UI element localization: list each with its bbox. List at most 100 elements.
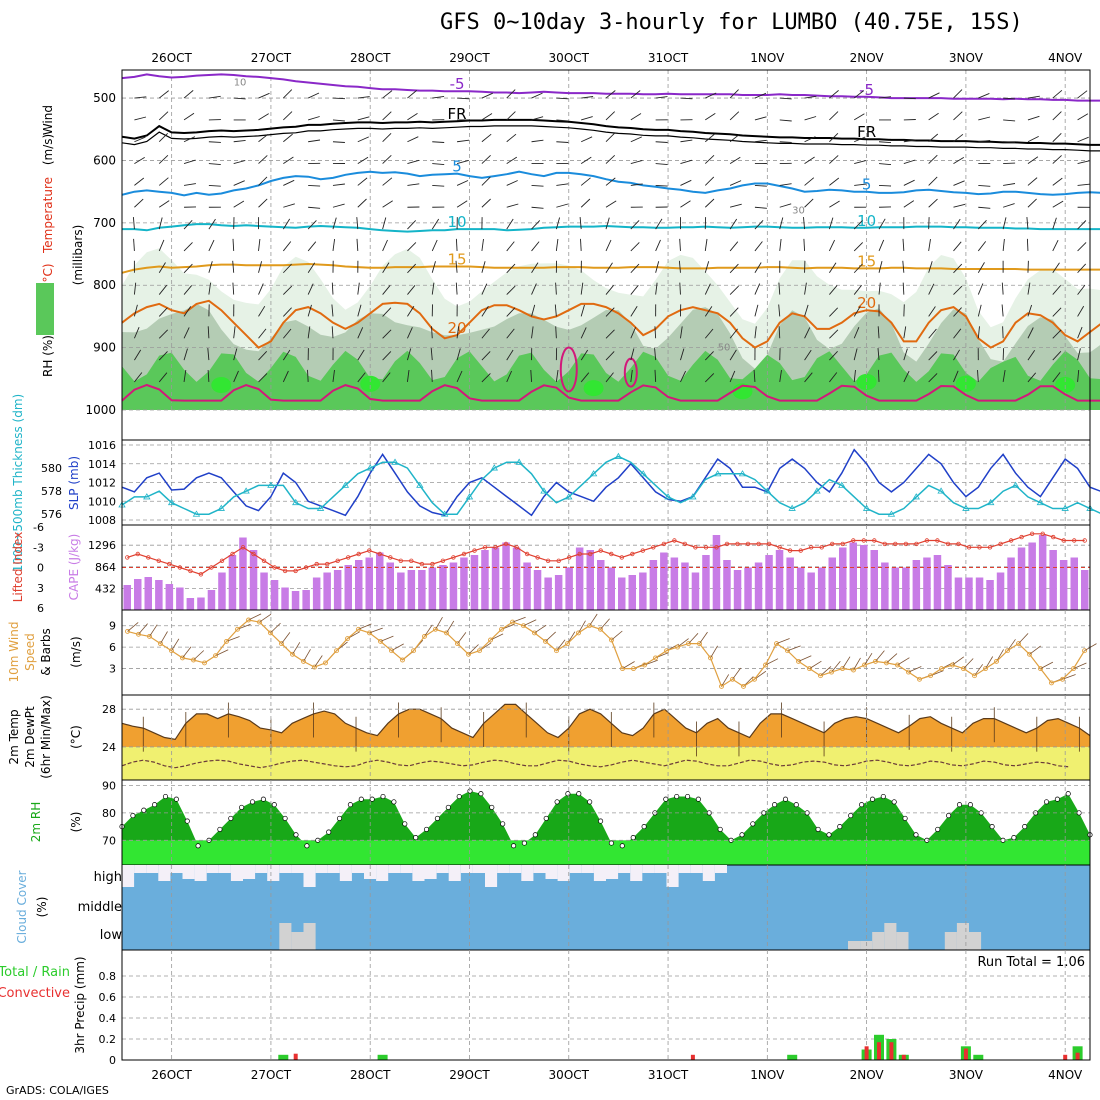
cape-bar <box>618 577 626 610</box>
cloud-low-bar <box>872 932 885 950</box>
isotherm-label2-15: 15 <box>857 252 876 270</box>
wind-barb <box>928 306 936 317</box>
wind-barb <box>481 238 484 251</box>
wind-barb <box>729 307 739 317</box>
wind-barb <box>555 326 557 339</box>
rh-shade-bright-0 <box>211 377 232 394</box>
wind-barb <box>580 136 593 143</box>
wind-barb <box>1001 282 1004 295</box>
wind-barb <box>903 348 908 361</box>
li-point <box>251 551 256 557</box>
wind-barb <box>158 351 168 361</box>
wind-barb <box>233 139 246 143</box>
wind-barb <box>456 159 469 165</box>
cape-bar <box>1081 570 1089 610</box>
cloud-high-bar <box>327 865 340 873</box>
precip-conv-bar <box>877 1042 881 1060</box>
wind-barb <box>754 92 767 99</box>
wind-barb <box>382 111 392 121</box>
thickness-point <box>192 510 201 517</box>
cape-bar <box>376 552 384 610</box>
precip-panel-bg <box>121 949 1091 1061</box>
wind-barb <box>1002 326 1004 339</box>
rh2m-point <box>663 796 669 802</box>
wind-barb <box>829 155 839 164</box>
wind-barb <box>729 111 740 121</box>
wind-barb <box>382 217 387 230</box>
wind-barb <box>1052 239 1059 252</box>
wind-speed-point <box>598 626 603 632</box>
wind-barb <box>307 241 317 252</box>
wind-barb <box>729 370 736 383</box>
rh2m-point <box>141 807 147 813</box>
wind-barb <box>430 348 433 361</box>
wind-speed-point <box>312 664 317 670</box>
cape-bar <box>765 555 773 610</box>
thickness-ytick-576: 576 <box>41 508 62 521</box>
rh2m-point <box>304 843 310 849</box>
wind-barb <box>158 239 165 252</box>
wind-barb <box>605 351 615 361</box>
wind-barb <box>407 136 419 143</box>
wind-barb <box>1077 136 1089 143</box>
cloud-high-bar <box>557 865 570 881</box>
wind-barb <box>953 89 963 99</box>
wind-speed-point <box>576 630 581 636</box>
rh-contour-magenta-loop-1 <box>559 346 578 393</box>
wind-barb <box>282 349 291 361</box>
wind-barb <box>1077 305 1085 317</box>
wind-barb <box>704 328 714 339</box>
rh2m-point <box>935 826 941 832</box>
cloud-high-bar <box>581 865 594 873</box>
wind-barb <box>506 133 517 143</box>
wind-speed-point <box>279 641 284 647</box>
wind-barb <box>654 348 657 361</box>
wind-barb <box>978 184 991 187</box>
wind-barb <box>902 282 905 295</box>
wind-barb <box>134 157 145 164</box>
cape-bar <box>197 597 205 610</box>
cape-bar <box>281 587 289 610</box>
wind-barb-10m <box>435 616 443 630</box>
rh-shade-bright-2 <box>583 380 604 397</box>
rh2m-ylabel: 2m RH <box>29 802 43 843</box>
cape-bar <box>355 560 363 610</box>
wind-barb <box>307 220 317 230</box>
wind-barb <box>158 329 169 339</box>
upper-ylabel-rh: RH (%) <box>41 335 55 377</box>
wind-speed-point <box>565 641 570 647</box>
wind-barb-10m <box>468 644 479 655</box>
wind-barb <box>953 157 965 164</box>
cape-bar <box>134 579 142 610</box>
wind-barb <box>382 372 391 383</box>
wind-speed-point <box>499 626 504 632</box>
wind-barb-10m <box>160 631 168 644</box>
wind-barb-10m <box>215 649 229 657</box>
cloud-high-bar <box>436 865 449 873</box>
wind-barb-10m <box>831 661 841 673</box>
wind-barb <box>853 369 856 382</box>
wind-barb-10m <box>677 638 689 648</box>
wind-barb <box>554 304 557 317</box>
wind-barb-10m <box>765 658 779 666</box>
wind-barb <box>506 285 516 295</box>
cape-bar <box>291 591 300 610</box>
cloud-high-bar <box>618 865 631 873</box>
rh2m-point <box>967 802 973 808</box>
wind-barb <box>605 132 615 143</box>
wind-barb <box>630 136 642 143</box>
wind-barb <box>134 349 142 361</box>
li-ytick--6: -6 <box>33 521 44 534</box>
wind-barb <box>779 119 792 122</box>
thickness-ylabel: 1000~500mb Thickness (dm) <box>11 394 25 572</box>
wind-barb <box>455 238 458 251</box>
cape-bar <box>849 542 857 610</box>
wind-speed-point <box>356 626 361 632</box>
thickness-point <box>143 493 151 500</box>
cape-bar <box>365 557 373 610</box>
wind-speed-point <box>928 673 933 679</box>
wind-barb-10m <box>589 613 598 626</box>
cloud-high-bar <box>690 865 703 873</box>
cloud-level-label-middle: middle <box>78 900 122 915</box>
wind-barb <box>804 136 816 143</box>
